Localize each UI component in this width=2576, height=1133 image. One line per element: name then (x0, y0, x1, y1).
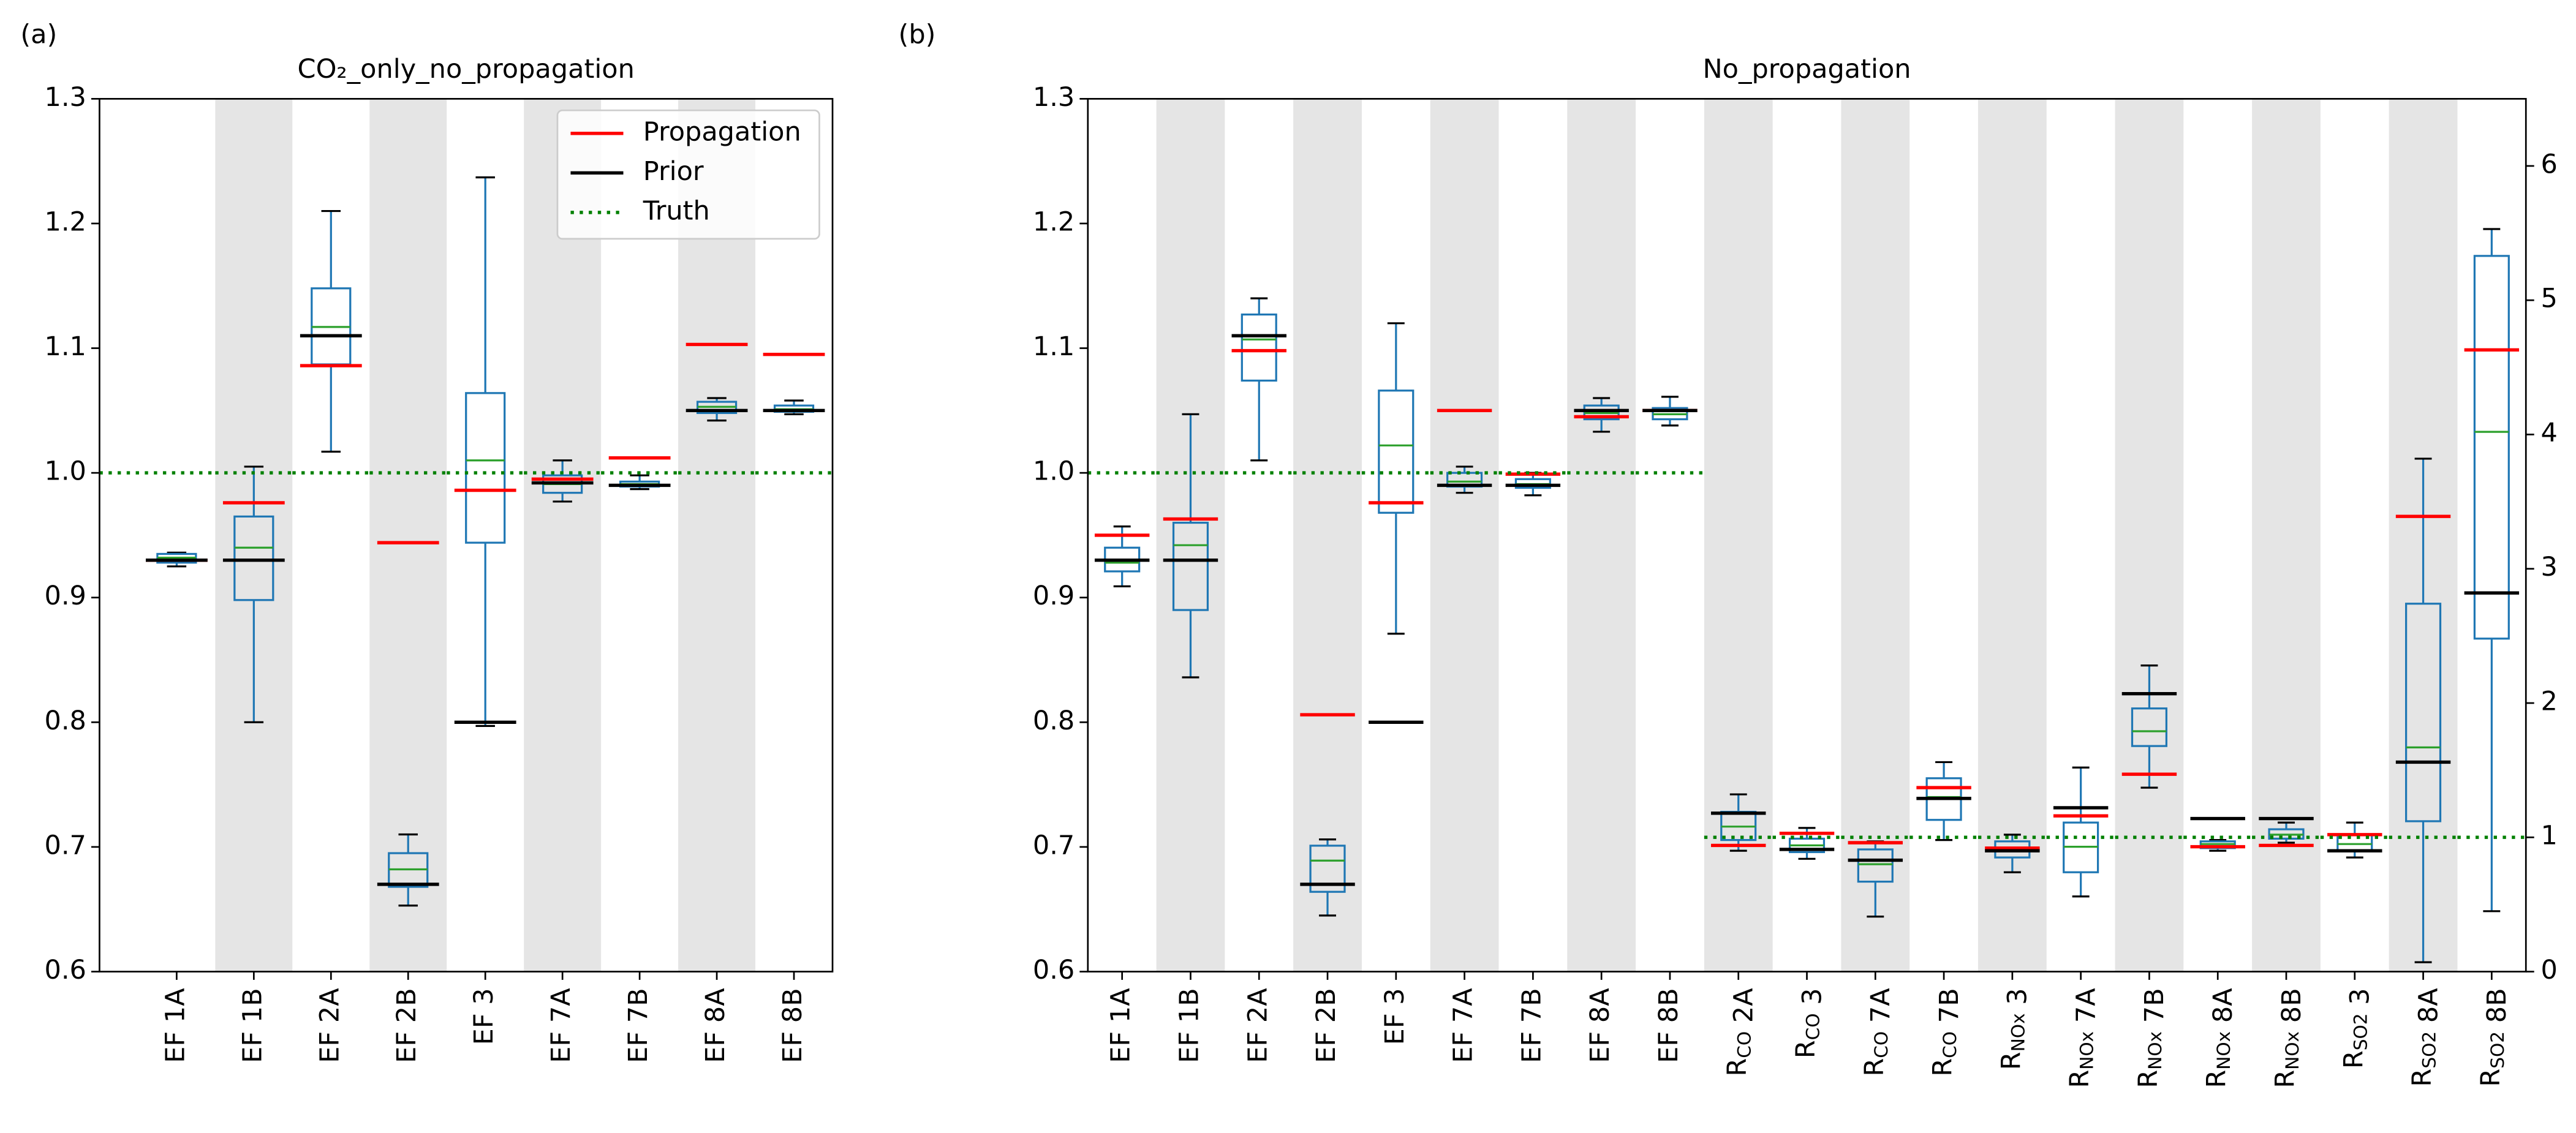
legend-box (556, 109, 820, 240)
box (465, 392, 506, 544)
y-tick-label: 1.3 (1033, 82, 1075, 113)
band-shade (1567, 99, 1636, 972)
x-tick-label: RSO2 8B (2475, 988, 2512, 1086)
band-shade (1977, 99, 2047, 972)
x-tick-label: EF 1B (1174, 988, 1204, 1063)
y-tick-label: 1.0 (1033, 456, 1075, 487)
y2-tick-label: 4 (2540, 418, 2557, 448)
y-tick-label: 0.6 (44, 955, 86, 985)
band-shade (2115, 99, 2184, 972)
x-tick-label: EF 2B (391, 988, 422, 1063)
band-shade (1156, 99, 1225, 972)
x-tick-label: RCO 3 (1790, 988, 1827, 1058)
y-tick-label: 0.9 (44, 581, 86, 611)
y-tick-label: 1.2 (44, 206, 86, 237)
box (2131, 707, 2167, 747)
panel-label: (a) (20, 20, 57, 50)
band-shade (678, 99, 756, 972)
x-tick-label: EF 7B (623, 988, 654, 1063)
band-shade (215, 99, 293, 972)
x-tick-label: EF 7B (1516, 988, 1547, 1063)
y-tick-label: 0.6 (1033, 955, 1075, 985)
y-tick-label: 0.8 (1033, 706, 1075, 736)
legend-label: Truth (643, 195, 710, 226)
chart-title: No_propagation (1702, 54, 1911, 85)
box (1378, 390, 1415, 514)
x-tick-label: RCO 2A (1721, 988, 1759, 1077)
x-tick-label: EF 3 (469, 988, 499, 1045)
box (233, 515, 274, 601)
x-tick-label: EF 3 (1379, 988, 1410, 1045)
x-tick-label: EF 8B (777, 988, 808, 1063)
x-tick-label: EF 8B (1653, 988, 1683, 1063)
y-tick-label: 0.7 (1033, 830, 1075, 860)
y-tick-label: 0.8 (44, 706, 86, 736)
x-tick-label: EF 8A (700, 988, 731, 1063)
x-tick-label: EF 2A (1242, 988, 1273, 1063)
x-tick-label: EF 8A (1585, 988, 1615, 1063)
box (1857, 848, 1894, 883)
box (1172, 521, 1209, 611)
x-tick-label: EF 7A (546, 988, 576, 1063)
y-tick-label: 1.2 (1033, 206, 1075, 237)
y-tick-label: 1.0 (44, 456, 86, 487)
y2-tick-label: 5 (2540, 284, 2557, 314)
x-tick-label: RNOx 8B (2270, 988, 2307, 1088)
x-tick-label: RNOx 7B (2132, 988, 2170, 1088)
x-tick-label: RNOx 3 (1995, 988, 2033, 1070)
x-tick-label: EF 7A (1448, 988, 1478, 1063)
y-tick-label: 0.7 (44, 830, 86, 860)
x-tick-label: EF 2A (314, 988, 345, 1063)
y2-tick-label: 2 (2540, 686, 2557, 717)
x-tick-label: EF 1A (160, 988, 191, 1063)
box (2473, 255, 2510, 640)
axes-frame (99, 97, 834, 973)
band-shade (524, 99, 602, 972)
y2-tick-label: 1 (2540, 821, 2557, 851)
y-tick-label: 1.1 (1033, 331, 1075, 362)
y-tick-label: 1.1 (44, 331, 86, 362)
panel-label: (b) (899, 20, 936, 50)
x-tick-label: EF 2B (1311, 988, 1342, 1063)
x-tick-label: RCO 7B (1927, 988, 1965, 1076)
chart-title: CO₂_only_no_propagation (298, 54, 635, 85)
y2-tick-label: 0 (2540, 955, 2557, 985)
y-tick-label: 0.9 (1033, 581, 1075, 611)
x-tick-label: EF 1A (1105, 988, 1136, 1063)
box (1309, 845, 1346, 893)
legend-label: Propagation (643, 116, 801, 147)
x-tick-label: RNOx 8A (2201, 988, 2238, 1088)
x-tick-label: RSO2 8A (2406, 988, 2444, 1087)
x-tick-label: EF 1B (237, 988, 268, 1063)
x-tick-label: RCO 7A (1859, 988, 1896, 1077)
x-tick-label: RNOx 7A (2064, 988, 2101, 1088)
band-shade (1841, 99, 1910, 972)
band-shade (1293, 99, 1362, 972)
axes-frame (1087, 97, 2527, 973)
y2-tick-label: 6 (2540, 149, 2557, 179)
y2-tick-label: 3 (2540, 552, 2557, 582)
band-shade (369, 99, 447, 972)
y-tick-label: 1.3 (44, 82, 86, 113)
box (2405, 603, 2442, 822)
box (1241, 313, 1277, 382)
legend-label: Prior (643, 156, 704, 187)
band-shade (1430, 99, 1499, 972)
x-tick-label: RSO2 3 (2338, 988, 2375, 1069)
